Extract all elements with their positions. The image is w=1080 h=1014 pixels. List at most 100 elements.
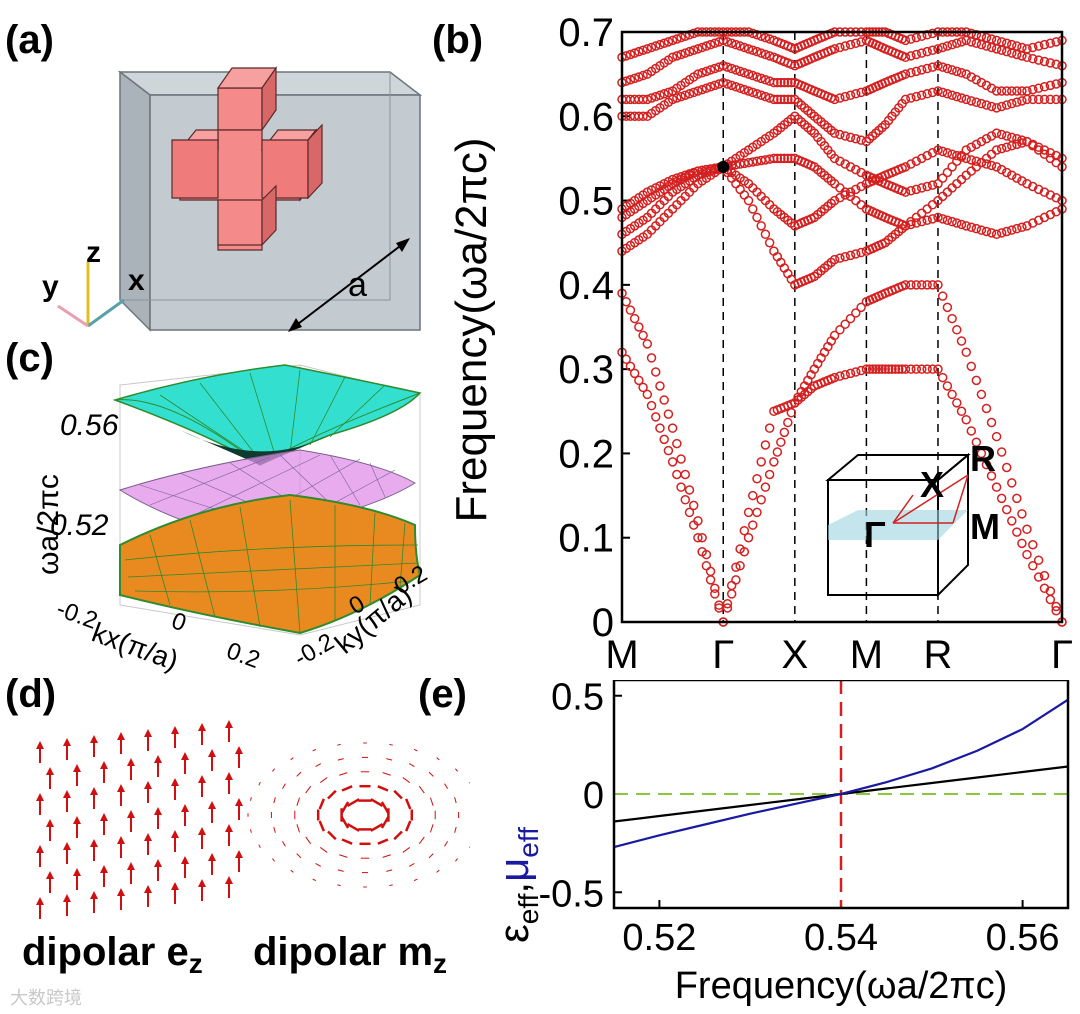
e-field-arrow: [171, 830, 179, 852]
band-point: [981, 100, 992, 110]
band-point: [956, 406, 967, 417]
e-field-arrow: [100, 865, 108, 887]
band-point: [893, 364, 904, 374]
band-point: [840, 159, 850, 169]
band-point: [629, 313, 640, 324]
band-point: [933, 178, 943, 189]
panel-d-label: (d): [5, 672, 57, 716]
band-point: [735, 83, 745, 93]
panel-e-label: (e): [418, 672, 467, 716]
band-point: [756, 90, 766, 100]
m-field-arrow: [337, 869, 344, 872]
e-field-arrow: [154, 755, 162, 777]
band-point: [1051, 59, 1061, 70]
band-point: [971, 38, 982, 48]
band-point: [956, 37, 967, 47]
band-point: [672, 34, 682, 44]
band-point: [942, 41, 953, 51]
band-point: [976, 136, 987, 147]
band-point: [971, 156, 982, 166]
band-point: [952, 156, 962, 166]
band-point: [856, 167, 866, 178]
band-point: [1012, 223, 1022, 234]
m-field-arrow: [380, 815, 390, 829]
band-point: [1033, 94, 1044, 105]
band-point: [922, 204, 932, 214]
band-point: [769, 77, 779, 88]
band-point: [961, 221, 971, 231]
e-field-arrow: [36, 793, 44, 815]
band-point: [986, 83, 997, 93]
band-point: [996, 143, 1007, 154]
band-point: [1028, 561, 1038, 571]
band-point: [779, 427, 790, 438]
band-point: [779, 94, 790, 105]
band-point: [722, 598, 733, 609]
band-point: [1017, 86, 1027, 96]
e-field-arrow: [235, 850, 243, 872]
band-xtick-label: R: [924, 633, 953, 677]
band-point: [655, 423, 665, 433]
band-point: [996, 447, 1007, 457]
e-field-arrow: [235, 746, 243, 768]
m-field-arrow: [413, 748, 418, 752]
e-field-arrow: [90, 839, 98, 861]
band-point: [1033, 55, 1044, 65]
band-point: [900, 280, 911, 290]
e-field-arrow: [208, 853, 216, 875]
band-point: [840, 91, 850, 102]
e-field-arrow: [46, 871, 54, 893]
band-point: [947, 162, 957, 172]
band-point: [642, 44, 653, 54]
e-field-arrow: [46, 767, 54, 789]
band-point: [1007, 478, 1017, 488]
band-point: [642, 94, 653, 105]
band-point: [976, 225, 987, 235]
band-point: [829, 128, 840, 138]
caption-magnetic-dipole: dipolar mz: [253, 930, 448, 979]
band-point: [911, 91, 922, 102]
m-field-arrow: [454, 826, 457, 833]
band-point: [1045, 190, 1056, 200]
band-point: [981, 134, 992, 144]
band-point: [697, 532, 707, 543]
m-field-arrow: [436, 757, 440, 761]
eff-xtick-label: 0.52: [622, 917, 696, 959]
eff-xtick-label: 0.56: [986, 917, 1060, 959]
band-point: [764, 469, 775, 480]
band-point: [1007, 86, 1017, 96]
m-field-arrow: [346, 823, 360, 832]
m-field-arrow: [444, 783, 448, 790]
band-point: [783, 153, 793, 164]
band-point: [996, 37, 1007, 47]
m-field-arrow: [272, 858, 276, 862]
band-point: [760, 49, 771, 60]
band-point: [916, 364, 927, 374]
band-point: [1028, 181, 1038, 192]
band-point: [961, 35, 971, 46]
band-point: [748, 87, 758, 98]
band-point: [933, 280, 943, 290]
m-field-arrow: [404, 798, 412, 810]
band-point: [705, 39, 716, 50]
band-point: [772, 447, 783, 457]
panel-a-label: (a): [5, 18, 54, 62]
band-point: [856, 135, 866, 145]
band-point: [726, 580, 737, 591]
band-point: [1007, 39, 1017, 50]
band-point: [851, 195, 861, 206]
band-point: [956, 150, 967, 161]
e-field-arrow: [73, 868, 81, 890]
band-point: [1033, 184, 1044, 195]
e-field-arrow: [154, 807, 162, 829]
band-point: [986, 34, 997, 44]
band-point: [883, 364, 894, 374]
band-point: [966, 361, 977, 372]
m-field-arrow: [318, 820, 326, 832]
band-point: [991, 229, 1002, 240]
band-point: [922, 46, 932, 57]
caption-electric-dipole: dipolar ez: [22, 930, 203, 979]
band-ytick-label: 0.6: [558, 95, 614, 139]
band-point: [971, 75, 982, 85]
e-field-arrow: [144, 833, 152, 855]
